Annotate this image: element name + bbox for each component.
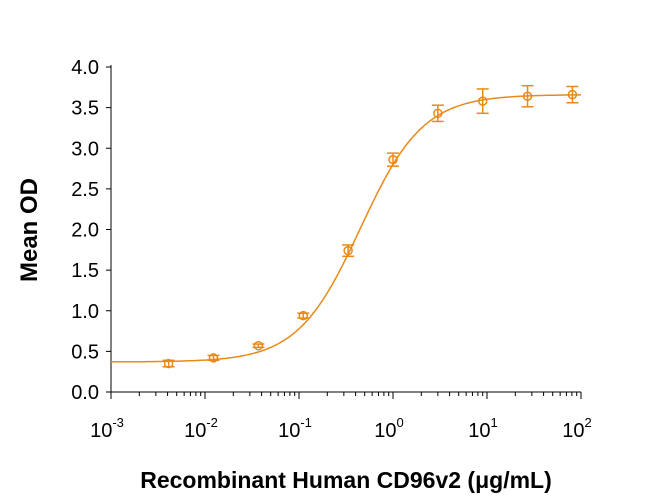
x-tick-label: 10-3: [90, 415, 124, 442]
data-point: [431, 104, 444, 123]
data-marker: [567, 89, 578, 100]
x-tick-base: 10: [374, 420, 396, 442]
fit-curve: [111, 94, 581, 363]
x-tick-exponent: 0: [397, 415, 404, 430]
y-tick-label: 2.5: [71, 179, 99, 201]
data-marker: [208, 353, 219, 363]
data-point: [207, 353, 220, 363]
data-marker: [477, 96, 488, 106]
x-axis-label: Recombinant Human CD96v2 (μg/mL): [140, 467, 552, 493]
data-marker: [522, 91, 533, 101]
data-point: [342, 244, 355, 258]
x-tick-exponent: -2: [206, 415, 218, 430]
data-point: [252, 340, 265, 351]
x-tick-label: 100: [374, 415, 403, 442]
x-tick-label: 10-2: [184, 415, 218, 442]
y-tick-label: 3.5: [71, 98, 99, 120]
y-tick-label: 1.0: [71, 301, 99, 323]
x-tick-base: 10: [468, 420, 490, 442]
x-tick-label: 101: [468, 415, 497, 442]
x-tick-base: 10: [562, 420, 584, 442]
data-point: [476, 88, 489, 115]
data-point: [566, 85, 579, 104]
x-tick-exponent: -1: [300, 415, 312, 430]
x-tick-exponent: 2: [585, 415, 592, 430]
x-tick-base: 10: [184, 420, 206, 442]
data-point: [387, 152, 399, 167]
x-tick-base: 10: [278, 420, 300, 442]
x-tick-label: 102: [562, 415, 591, 442]
data-marker: [298, 310, 309, 321]
data-marker: [433, 108, 443, 119]
y-tick-label: 0.0: [71, 382, 99, 404]
y-tick-label: 2.0: [71, 220, 99, 242]
y-axis-label: Mean OD: [16, 178, 43, 282]
data-marker: [253, 340, 264, 351]
x-tick-exponent: 1: [491, 415, 498, 430]
data-marker: [388, 154, 398, 165]
y-tick-label: 0.5: [71, 341, 99, 363]
y-tick-label: 3.0: [71, 138, 99, 160]
x-tick-exponent: -3: [112, 415, 124, 430]
x-tick-base: 10: [90, 420, 112, 442]
x-tick-label: 10-1: [278, 415, 312, 442]
data-point: [521, 84, 534, 108]
y-tick-label: 4.0: [71, 57, 99, 79]
y-tick-label: 1.5: [71, 260, 99, 282]
data-marker: [343, 245, 353, 256]
data-point: [162, 358, 175, 369]
data-marker: [163, 358, 174, 369]
data-point: [297, 310, 310, 321]
